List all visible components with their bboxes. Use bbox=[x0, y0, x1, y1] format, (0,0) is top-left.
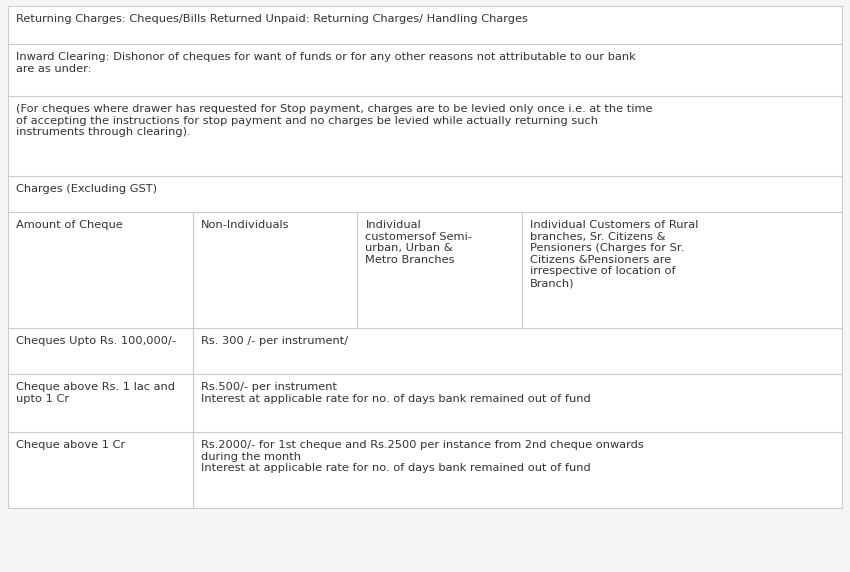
Text: Rs.2000/- for 1st cheque and Rs.2500 per instance from 2nd cheque onwards
during: Rs.2000/- for 1st cheque and Rs.2500 per… bbox=[201, 440, 644, 473]
Bar bbox=[8, 96, 842, 176]
Bar bbox=[522, 212, 842, 328]
Text: (For cheques where drawer has requested for Stop payment, charges are to be levi: (For cheques where drawer has requested … bbox=[16, 104, 653, 137]
Text: Cheques Upto Rs. 100,000/-: Cheques Upto Rs. 100,000/- bbox=[16, 336, 176, 346]
Bar bbox=[8, 44, 842, 96]
Text: Returning Charges: Cheques/Bills Returned Unpaid: Returning Charges/ Handling Ch: Returning Charges: Cheques/Bills Returne… bbox=[16, 14, 528, 24]
Text: Rs. 300 /- per instrument/: Rs. 300 /- per instrument/ bbox=[201, 336, 348, 346]
Bar bbox=[193, 328, 842, 374]
Text: Non-Individuals: Non-Individuals bbox=[201, 220, 290, 230]
Bar bbox=[193, 432, 842, 508]
Text: Cheque above Rs. 1 lac and
upto 1 Cr: Cheque above Rs. 1 lac and upto 1 Cr bbox=[16, 382, 175, 404]
Bar bbox=[8, 374, 193, 432]
Text: Individual Customers of Rural
branches, Sr. Citizens &
Pensioners (Charges for S: Individual Customers of Rural branches, … bbox=[530, 220, 698, 288]
Bar bbox=[8, 432, 193, 508]
Text: Cheque above 1 Cr: Cheque above 1 Cr bbox=[16, 440, 125, 450]
Bar bbox=[8, 328, 193, 374]
Bar bbox=[8, 212, 193, 328]
Bar bbox=[193, 212, 358, 328]
Bar bbox=[8, 6, 842, 44]
Text: Amount of Cheque: Amount of Cheque bbox=[16, 220, 122, 230]
Text: Inward Clearing: Dishonor of cheques for want of funds or for any other reasons : Inward Clearing: Dishonor of cheques for… bbox=[16, 52, 636, 74]
Bar bbox=[8, 176, 842, 212]
Text: Charges (Excluding GST): Charges (Excluding GST) bbox=[16, 184, 157, 194]
Bar bbox=[358, 212, 522, 328]
Text: Rs.500/- per instrument
Interest at applicable rate for no. of days bank remaine: Rs.500/- per instrument Interest at appl… bbox=[201, 382, 591, 404]
Bar bbox=[193, 374, 842, 432]
Text: Individual
customersof Semi-
urban, Urban &
Metro Branches: Individual customersof Semi- urban, Urba… bbox=[366, 220, 473, 265]
